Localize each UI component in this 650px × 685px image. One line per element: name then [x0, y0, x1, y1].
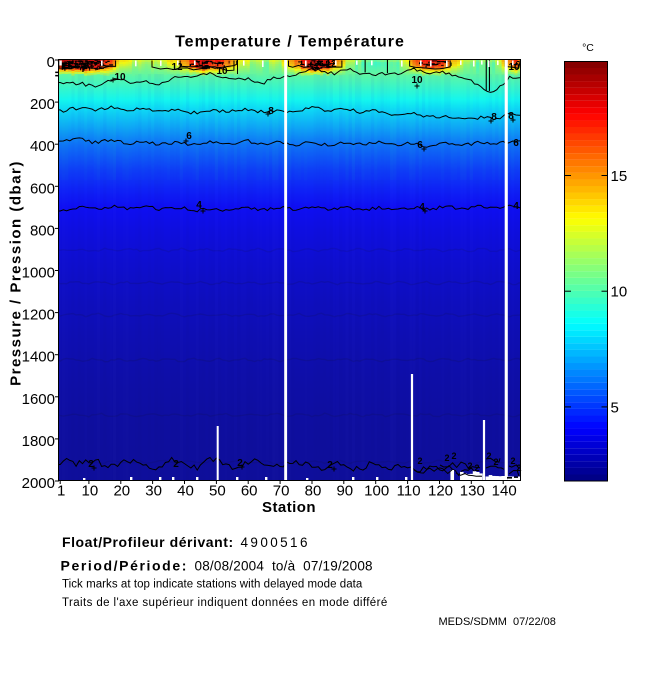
svg-text:140: 140 [492, 482, 517, 499]
svg-text:2: 2 [493, 457, 498, 467]
svg-text:110: 110 [397, 482, 421, 499]
svg-text:2: 2 [327, 460, 333, 471]
svg-text:1400: 1400 [22, 349, 55, 366]
svg-text:50: 50 [209, 482, 226, 499]
svg-text:12: 12 [325, 59, 337, 70]
svg-text:2: 2 [474, 463, 479, 473]
svg-text:Tick marks at top indicate sta: Tick marks at top indicate stations with… [62, 579, 363, 591]
svg-text:4: 4 [196, 200, 202, 211]
svg-text:10: 10 [114, 72, 126, 83]
svg-text:2: 2 [173, 459, 179, 470]
svg-text:600: 600 [30, 180, 55, 197]
svg-text:Pressure / Pression (dbar): Pressure / Pression (dbar) [8, 160, 25, 386]
svg-text:800: 800 [30, 222, 55, 239]
svg-text:4: 4 [513, 201, 519, 212]
svg-text:80: 80 [305, 482, 322, 499]
svg-text:60: 60 [241, 482, 258, 499]
svg-text:2000: 2000 [22, 475, 55, 492]
svg-text:70: 70 [273, 482, 290, 499]
svg-text:1800: 1800 [22, 433, 55, 450]
svg-text:130: 130 [460, 482, 485, 499]
svg-text:10: 10 [411, 75, 423, 86]
svg-text:Float/Profileur dérivant:49005: Float/Profileur dérivant: 4900516 [62, 534, 310, 550]
svg-text:1600: 1600 [22, 391, 55, 408]
svg-text:2: 2 [88, 459, 94, 470]
svg-text:30: 30 [145, 482, 162, 499]
svg-text:10: 10 [611, 284, 628, 301]
svg-text:2: 2 [516, 463, 521, 473]
svg-text:8: 8 [268, 106, 274, 117]
svg-text:2: 2 [417, 456, 422, 466]
svg-text:8: 8 [508, 111, 514, 122]
svg-text:10: 10 [216, 66, 228, 77]
svg-text:4: 4 [419, 202, 425, 213]
svg-text:1200: 1200 [22, 307, 55, 324]
svg-text:2: 2 [237, 458, 243, 469]
svg-text:1: 1 [57, 482, 65, 499]
svg-text:8: 8 [491, 112, 497, 123]
svg-text:MEDS/SDMM 07/22/08: MEDS/SDMM 07/22/08 [439, 616, 556, 628]
svg-text:2: 2 [486, 451, 491, 461]
svg-text:2: 2 [510, 456, 515, 466]
svg-text:40: 40 [177, 482, 194, 499]
svg-text:10: 10 [508, 62, 520, 73]
svg-text:2: 2 [467, 461, 472, 471]
svg-text:5: 5 [611, 399, 619, 416]
svg-text:120: 120 [428, 482, 453, 499]
svg-text:Station: Station [262, 499, 316, 516]
svg-text:200: 200 [30, 96, 55, 113]
svg-text:Period/Période:08/08/2004 to/: Period/Période: 08/08/2004 to/à 07/19/200… [61, 557, 373, 573]
svg-text:10: 10 [82, 482, 99, 499]
svg-text:6: 6 [417, 140, 423, 151]
svg-text:Traits de l'axe supérieur indi: Traits de l'axe supérieur indiquent donn… [62, 597, 388, 609]
svg-text:100: 100 [364, 482, 389, 499]
svg-text:20: 20 [113, 482, 130, 499]
svg-text:Temperature / Température: Temperature / Température [175, 34, 405, 51]
svg-text:2: 2 [444, 453, 449, 463]
svg-text:90: 90 [336, 482, 353, 499]
svg-text:6: 6 [186, 131, 192, 142]
svg-text:6: 6 [513, 138, 519, 149]
svg-text:1000: 1000 [22, 265, 55, 282]
svg-text:400: 400 [30, 138, 55, 155]
svg-text:0: 0 [47, 54, 55, 71]
svg-text:12: 12 [171, 62, 183, 73]
svg-text:°C: °C [582, 42, 594, 54]
svg-text:15: 15 [611, 168, 628, 185]
svg-text:2: 2 [451, 451, 456, 461]
